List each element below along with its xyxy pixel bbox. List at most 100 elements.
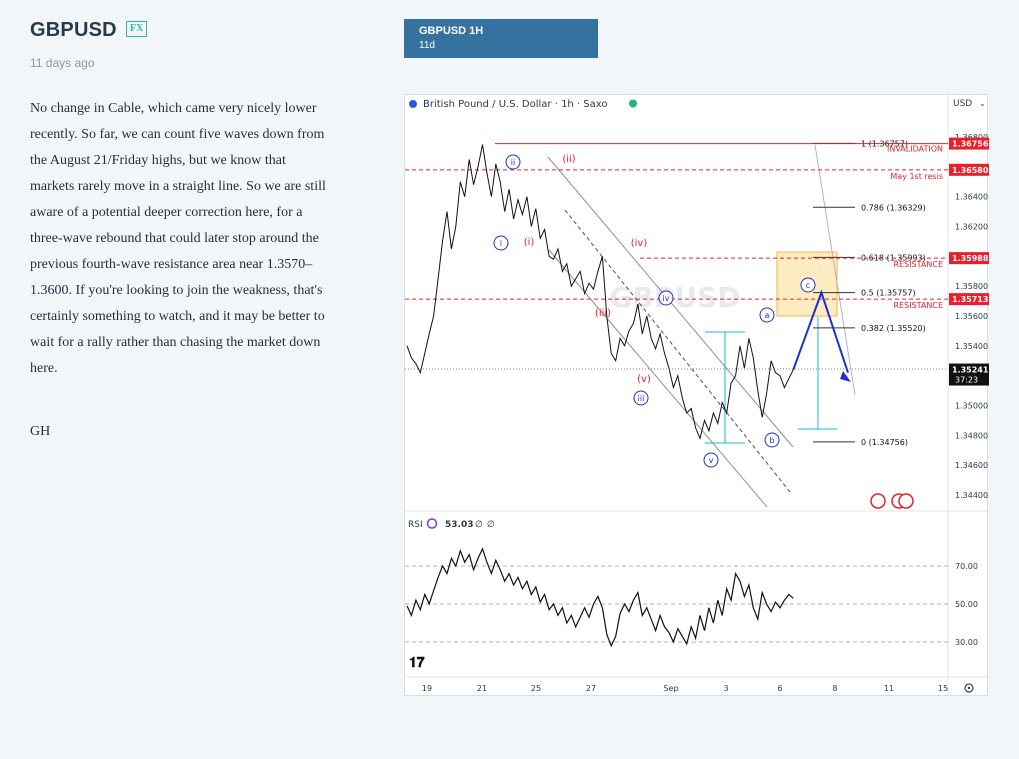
- rsi-level-label: 50.00: [955, 600, 978, 609]
- time-tick-label: 8: [832, 684, 837, 693]
- post-symbol[interactable]: GBPUSD: [30, 19, 117, 41]
- projection-path: [792, 289, 849, 374]
- wave-label-blue: iii: [638, 394, 645, 403]
- price-tick-label: 1.36200: [955, 223, 988, 232]
- channel-mid-line: [564, 209, 791, 493]
- fib-label: 0.786 (1.36329): [861, 203, 926, 212]
- rsi-level-label: 70.00: [955, 562, 978, 571]
- wave-label-red: (v): [637, 374, 651, 385]
- chart-annotation: RESISTANCE: [894, 260, 944, 269]
- price-label: 1.35988: [952, 254, 989, 263]
- price-label: 1.36756: [952, 140, 989, 149]
- time-tick-label: 25: [531, 684, 541, 693]
- wave-label-blue: c: [806, 281, 810, 290]
- chart-annotation: May 1st resis: [890, 172, 943, 181]
- time-tick-label: 11: [884, 684, 894, 693]
- wave-label-circle: [764, 432, 780, 448]
- price-tick-label: 1.35000: [955, 402, 988, 411]
- wave-label-circle: [505, 154, 521, 170]
- price-label-bg: [949, 252, 989, 265]
- wave-label-blue: iv: [663, 294, 670, 303]
- post-timestamp: 11 days ago: [30, 56, 95, 70]
- chart-tab-subtitle: 11d: [419, 40, 435, 51]
- price-label-time: 37:23: [955, 376, 978, 385]
- time-tick-label: 21: [477, 684, 487, 693]
- event-flag-icon[interactable]: [870, 493, 886, 509]
- wave-label-red: (ii): [562, 154, 575, 165]
- wave-label-circle: [759, 307, 775, 323]
- time-tick-label: 27: [586, 684, 596, 693]
- price-label-bg: [949, 293, 989, 306]
- fx-badge: FX: [126, 21, 148, 37]
- price-label-bg: [949, 137, 989, 150]
- fib-label: 0.5 (1.35757): [861, 289, 916, 298]
- time-tick-label: Sep: [663, 684, 678, 693]
- wave-label-circle: [800, 277, 816, 293]
- price-tick-label: 1.34400: [955, 491, 988, 500]
- time-tick-label: 15: [938, 684, 948, 693]
- fib-label: 0.382 (1.35520): [861, 324, 926, 333]
- tradingview-logo-icon: 𝟏𝟕: [409, 655, 425, 671]
- projection-arrowhead: [840, 371, 851, 382]
- price-tick-label: 1.35600: [955, 312, 988, 321]
- fib-label: 0 (1.34756): [861, 438, 908, 447]
- chart-image: British Pound / U.S. Dollar · 1h · Saxo …: [404, 94, 989, 697]
- empty-set-icon: ∅: [487, 520, 495, 530]
- wave-label-red: (i): [524, 237, 535, 248]
- time-axis: 19 21 25 27 Sep 3 6 8 11 15: [422, 684, 948, 693]
- price-series: [406, 144, 794, 440]
- wave-label-blue: a: [765, 311, 770, 320]
- settings-gear-icon[interactable]: [964, 683, 974, 693]
- post-body: No change in Cable, which came very nice…: [30, 101, 326, 376]
- chevron-down-icon[interactable]: ⌄: [979, 99, 986, 108]
- chart-instrument: British Pound / U.S. Dollar · 1h · Saxo: [423, 99, 608, 110]
- rsi-levels: 70.00 50.00 30.00: [405, 562, 978, 647]
- post-signature: GH: [30, 424, 51, 439]
- annotations: INVALIDATION May 1st resis RESISTANCE RESIS…: [887, 145, 943, 311]
- price-label: 1.35713: [952, 295, 988, 304]
- event-flag-icon[interactable]: [898, 493, 914, 509]
- time-tick-label: 6: [777, 684, 782, 693]
- price-label: 1.35241: [952, 366, 989, 375]
- wave-label-red: (iii): [595, 308, 611, 319]
- chart-watermark: GBPUSD: [610, 281, 741, 314]
- chart-tab-title: GBPUSD 1H: [419, 25, 484, 37]
- wave-label-circle: [633, 390, 649, 406]
- price-axis: 1.36800 1.36400 1.36200 1.35800 1.35600 1.354…: [955, 133, 988, 500]
- rsi-value: 53.03: [445, 520, 473, 530]
- wave-label-blue: v: [709, 456, 714, 465]
- chart-annotation: INVALIDATION: [887, 145, 943, 154]
- currency-selector[interactable]: USD: [953, 99, 972, 109]
- price-tick-label: 1.36800: [955, 133, 988, 142]
- market-open-icon: [629, 99, 637, 108]
- wave-label-blue: b: [769, 436, 774, 445]
- price-tick-label: 1.36400: [955, 193, 988, 202]
- rsi-level-label: 30.00: [955, 638, 978, 647]
- price-tick-label: 1.34600: [955, 461, 988, 470]
- indicator-settings-icon[interactable]: [426, 518, 438, 529]
- price-label: 1.36580: [952, 166, 989, 175]
- empty-set-icon: ∅: [475, 520, 483, 530]
- rsi-label: RSI: [408, 520, 423, 530]
- wave-label-red: (iv): [631, 238, 648, 249]
- settings-gear-icon-center: [967, 686, 971, 690]
- wave-label-circle: [703, 452, 719, 468]
- rsi-series: [406, 547, 794, 648]
- wave-label-blue: ii: [511, 158, 515, 167]
- chart-annotation: RESISTANCE: [894, 301, 944, 310]
- trend-line: [814, 144, 856, 396]
- price-tick-label: 1.34800: [955, 431, 988, 440]
- flag-icon: [409, 100, 417, 108]
- time-tick-label: 19: [422, 684, 432, 693]
- price-label-bg: [949, 163, 989, 176]
- wave-label-blue: i: [500, 239, 502, 248]
- tradingview-chart: British Pound / U.S. Dollar · 1h · Saxo …: [405, 95, 989, 697]
- horizontal-levels: [405, 143, 948, 300]
- time-tick-label: 3: [723, 684, 728, 693]
- chart-tab[interactable]: GBPUSD 1H 11d: [404, 19, 598, 58]
- price-label-bg: [949, 363, 989, 386]
- wave-label-circle: [493, 235, 509, 251]
- price-tick-label: 1.35400: [955, 342, 988, 351]
